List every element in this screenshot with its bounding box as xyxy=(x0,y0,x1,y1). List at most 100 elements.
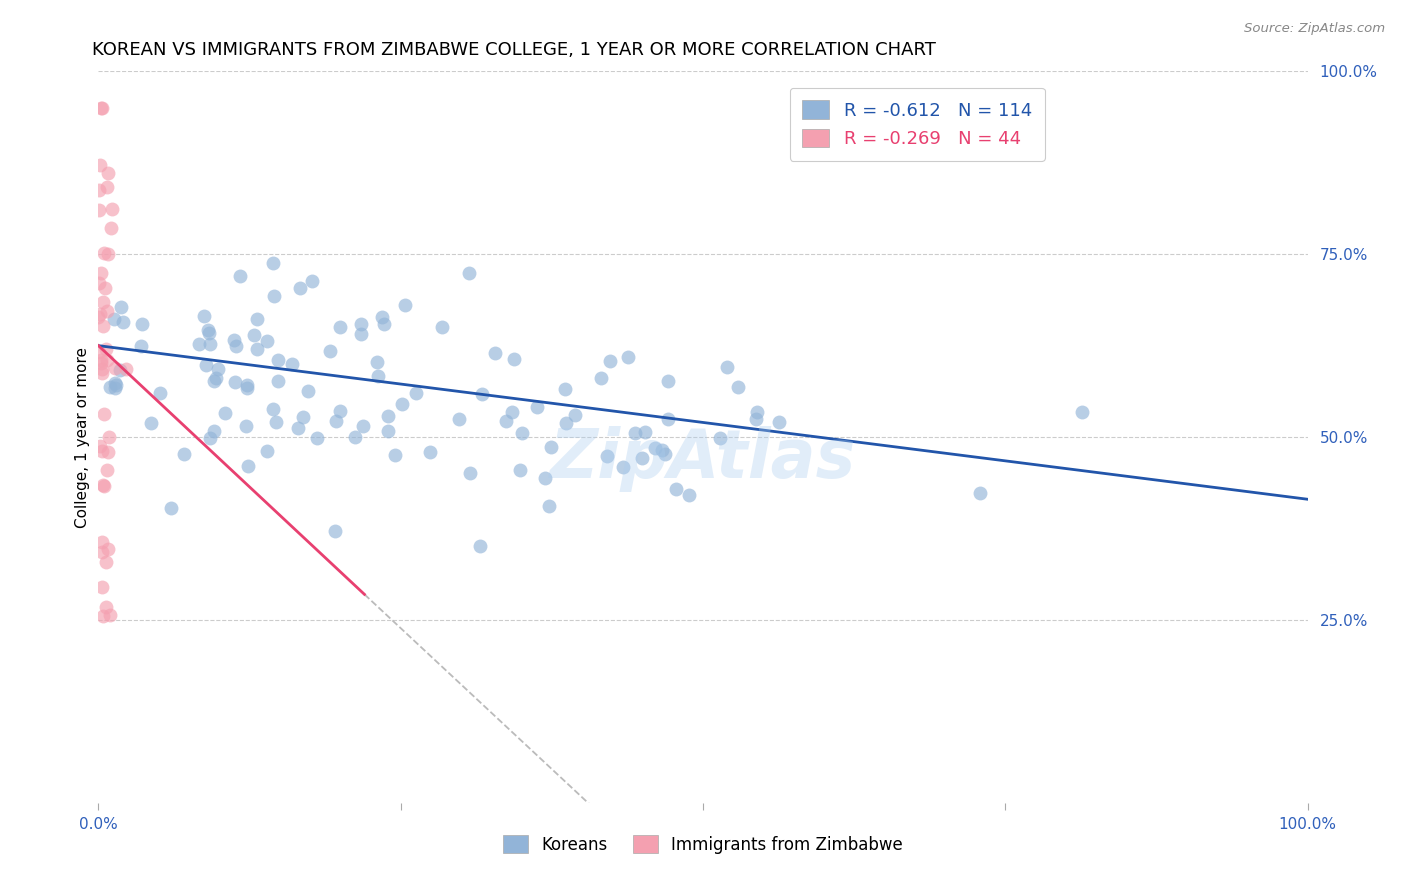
Point xyxy=(591,371,613,385)
Point xyxy=(634,425,657,440)
Point xyxy=(325,414,347,428)
Point xyxy=(745,411,768,425)
Point xyxy=(405,386,427,401)
Point xyxy=(93,318,115,333)
Point xyxy=(90,356,112,370)
Point xyxy=(195,359,218,373)
Point xyxy=(291,410,314,425)
Point xyxy=(96,179,118,194)
Point xyxy=(246,342,269,356)
Point xyxy=(290,280,312,294)
Point xyxy=(377,424,399,438)
Point xyxy=(104,361,127,376)
Point xyxy=(90,101,112,115)
Point xyxy=(91,101,114,115)
Point xyxy=(323,524,346,538)
Point xyxy=(236,381,259,395)
Point xyxy=(458,467,481,481)
Point xyxy=(262,256,284,270)
Point xyxy=(90,266,112,280)
Point xyxy=(371,310,394,324)
Point xyxy=(90,443,112,458)
Point xyxy=(87,276,110,290)
Point xyxy=(90,580,112,594)
Point xyxy=(87,310,110,325)
Point xyxy=(512,426,534,441)
Point xyxy=(287,421,309,435)
Point xyxy=(139,416,162,430)
Point xyxy=(537,499,560,513)
Point xyxy=(484,346,506,360)
Point xyxy=(87,202,110,217)
Point xyxy=(367,368,389,383)
Point xyxy=(564,408,586,422)
Point xyxy=(657,374,679,388)
Point xyxy=(90,366,112,380)
Point xyxy=(115,362,138,376)
Point xyxy=(225,339,247,353)
Point xyxy=(198,336,221,351)
Point xyxy=(657,411,679,425)
Point xyxy=(432,319,454,334)
Point xyxy=(716,359,738,374)
Legend: Koreans, Immigrants from Zimbabwe: Koreans, Immigrants from Zimbabwe xyxy=(496,829,910,860)
Point xyxy=(612,459,634,474)
Point xyxy=(665,483,688,497)
Point xyxy=(457,266,479,280)
Point xyxy=(91,361,114,376)
Point xyxy=(104,376,127,390)
Point xyxy=(554,382,576,396)
Point xyxy=(526,401,548,415)
Point xyxy=(207,361,229,376)
Point xyxy=(534,471,557,485)
Point xyxy=(319,343,342,358)
Point xyxy=(98,607,121,622)
Point xyxy=(131,317,153,331)
Point xyxy=(89,439,111,453)
Point xyxy=(89,306,111,320)
Point xyxy=(97,444,120,458)
Point xyxy=(509,463,531,477)
Text: ZipAtlas: ZipAtlas xyxy=(550,426,856,492)
Point xyxy=(90,352,112,367)
Point xyxy=(173,447,195,461)
Point xyxy=(243,328,266,343)
Point xyxy=(419,445,441,459)
Point xyxy=(394,298,416,312)
Point xyxy=(197,326,219,341)
Point xyxy=(193,309,215,323)
Point xyxy=(96,463,118,477)
Point xyxy=(197,323,219,337)
Point xyxy=(129,339,152,353)
Point xyxy=(709,431,731,445)
Point xyxy=(87,183,110,197)
Point xyxy=(301,274,323,288)
Point xyxy=(202,424,225,438)
Point xyxy=(631,450,654,465)
Point xyxy=(1070,404,1092,418)
Point xyxy=(501,405,523,419)
Point xyxy=(103,381,125,395)
Point xyxy=(108,363,131,377)
Point xyxy=(87,344,110,359)
Point xyxy=(502,351,524,366)
Point xyxy=(644,441,666,455)
Point xyxy=(617,350,640,364)
Point xyxy=(281,357,304,371)
Point xyxy=(350,326,373,341)
Point xyxy=(262,401,284,416)
Point xyxy=(727,380,749,394)
Point xyxy=(91,294,114,309)
Point xyxy=(91,608,114,623)
Point xyxy=(98,430,121,444)
Text: Source: ZipAtlas.com: Source: ZipAtlas.com xyxy=(1244,22,1385,36)
Y-axis label: College, 1 year or more: College, 1 year or more xyxy=(75,347,90,527)
Point xyxy=(305,431,328,445)
Point xyxy=(89,158,111,172)
Point xyxy=(96,304,118,318)
Point xyxy=(94,600,117,615)
Point xyxy=(264,415,287,429)
Point xyxy=(110,300,132,314)
Point xyxy=(449,411,471,425)
Point xyxy=(93,479,115,493)
